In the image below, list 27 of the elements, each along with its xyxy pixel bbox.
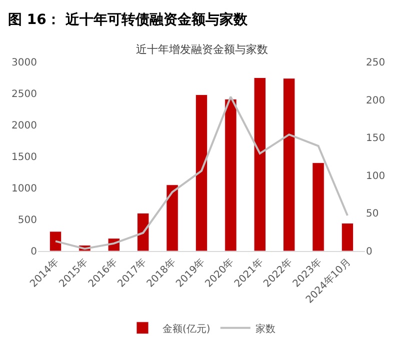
y-tick-label: 1500 [12,152,37,163]
bar [195,94,208,251]
line-series [54,96,348,250]
y2-tick-label: 100 [366,170,386,182]
bar [254,78,266,251]
y-tick-label: 3000 [12,58,37,68]
y-tick-label: 1000 [12,184,37,194]
y-tick-label: 2000 [12,120,37,132]
bar [166,184,178,251]
bar [283,78,296,251]
y2-tick-label: 200 [366,95,386,106]
chart-title: 图 16： 近十年可转债融资金额与家数 [8,11,248,28]
legend-label: 家数 [255,322,276,335]
y-tick-label: 2500 [12,89,37,100]
y2-tick-label: 250 [366,58,386,68]
bar [341,223,354,251]
bar [137,212,150,251]
y2-tick-label: 150 [366,133,386,144]
y2-tick-label: 0 [366,246,372,258]
y2-tick-label: 50 [366,208,379,220]
bar [312,162,324,251]
legend-label: 金额(亿元) [162,322,210,335]
y-tick-label: 0 [30,246,37,258]
y-tick-label: 500 [18,215,37,226]
bar [49,231,62,251]
chart-subtitle: 近十年增发融资金额与家数 [136,43,268,56]
bar [224,98,237,251]
